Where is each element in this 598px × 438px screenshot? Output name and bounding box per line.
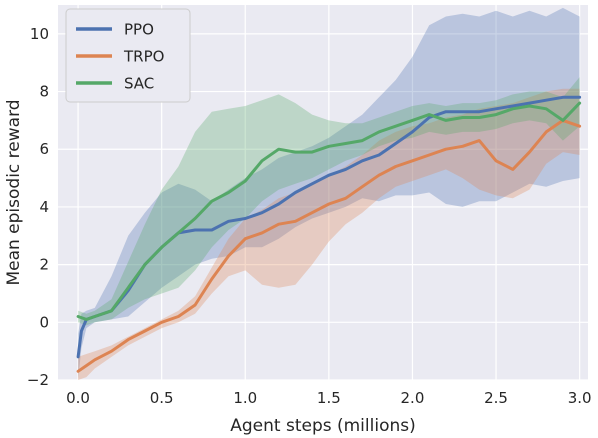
trpo-legend-label: TRPO: [123, 48, 164, 66]
y-tick-label: 8: [39, 83, 49, 101]
legend: PPO TRPO SAC: [65, 8, 191, 103]
x-tick-label: 0.5: [150, 389, 174, 407]
confidence-bands: [78, 7, 580, 381]
x-tick-label: 2.5: [484, 389, 508, 407]
y-tick-label: −2: [27, 371, 49, 389]
y-tick-label: 0: [39, 313, 49, 331]
x-tick-label: 2.0: [401, 389, 425, 407]
ppo-confidence-band: [78, 7, 580, 381]
sac-series-line: [76, 101, 582, 321]
y-tick-labels: −2 0 2 4 6 8 10: [27, 25, 49, 389]
x-tick-label: 1.0: [233, 389, 257, 407]
ppo-legend-label: PPO: [124, 21, 154, 39]
x-tick-label: 3.0: [568, 389, 592, 407]
sac-confidence-band: [78, 77, 580, 326]
series-lines: [76, 95, 582, 373]
y-tick-label: 4: [39, 198, 49, 216]
x-tick-label: 0.0: [66, 389, 90, 407]
y-tick-label: 10: [30, 25, 49, 43]
trpo-series-line: [76, 118, 582, 373]
y-tick-label: 6: [39, 140, 49, 158]
trpo-confidence-band: [78, 88, 580, 380]
y-axis-label: Mean episodic reward: [4, 99, 24, 285]
x-tick-label: 1.5: [317, 389, 341, 407]
x-axis-label: Agent steps (millions): [230, 416, 416, 436]
sac-legend-label: SAC: [124, 75, 154, 93]
legend-box: [65, 8, 191, 103]
x-tick-labels: 0.0 0.5 1.0 1.5 2.0 2.5 3.0: [66, 389, 591, 407]
y-tick-label: 2: [39, 256, 49, 274]
